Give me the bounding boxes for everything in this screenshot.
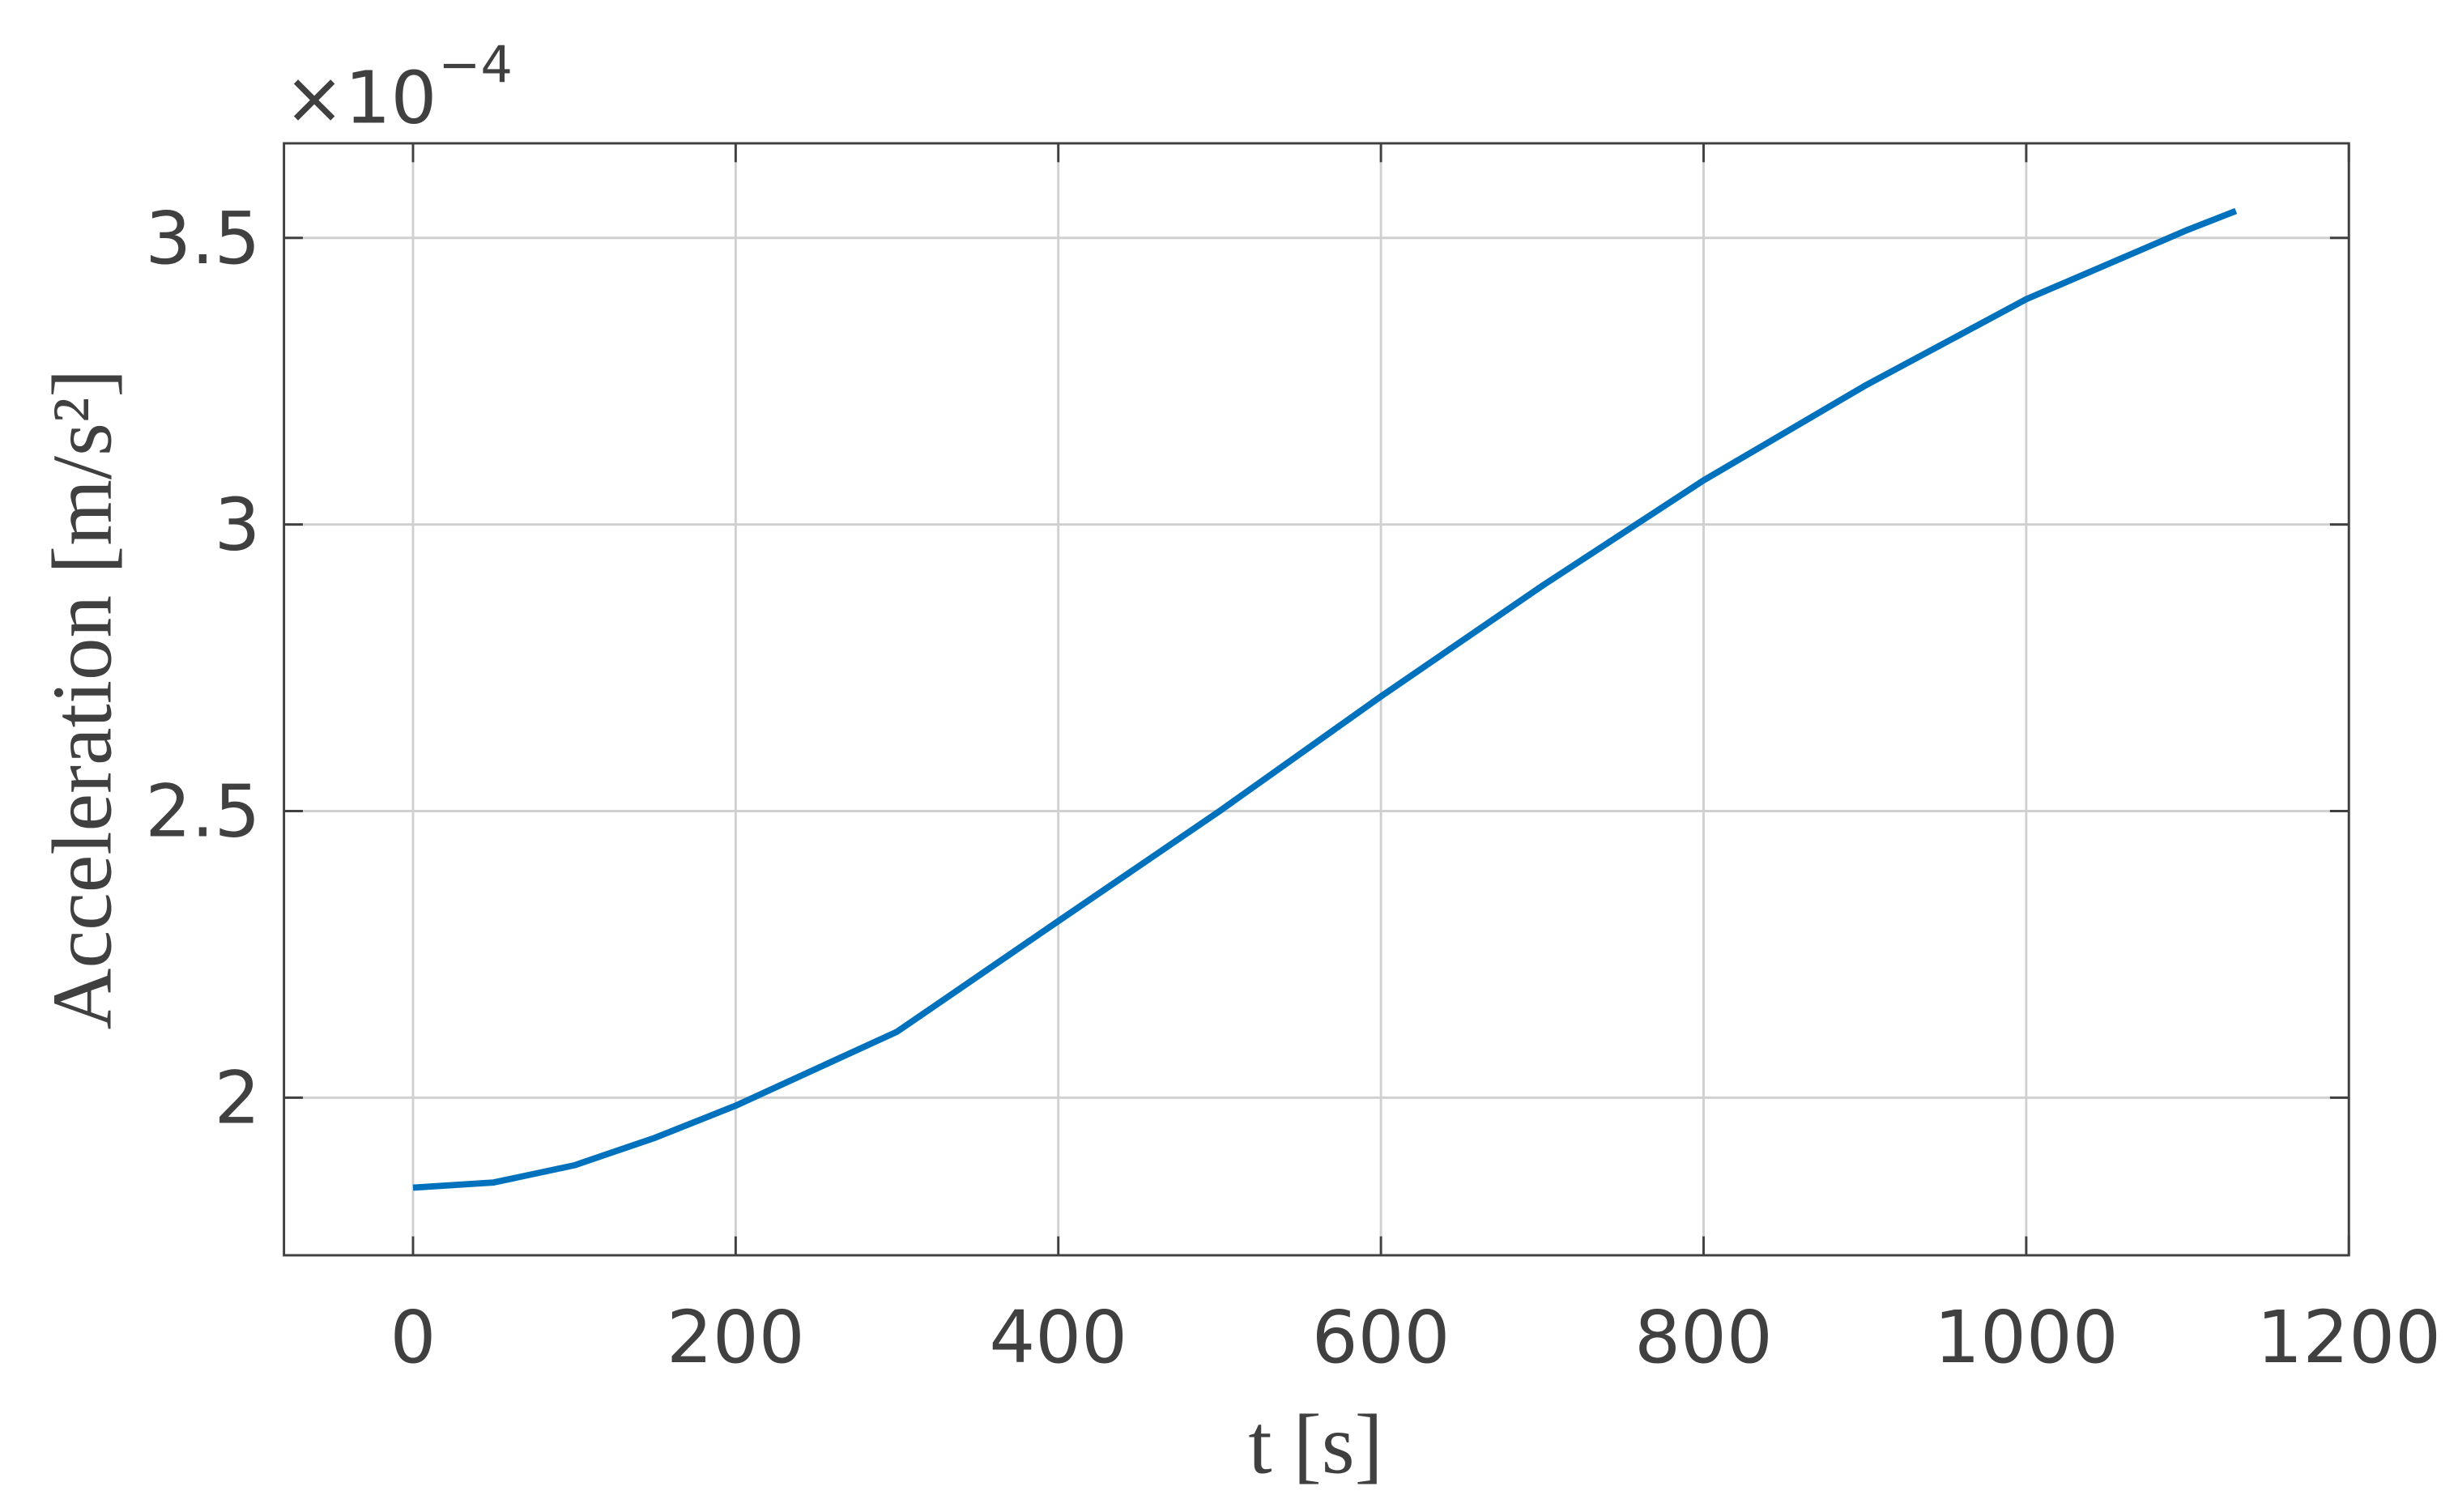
x-tick-label: 0 — [390, 1296, 437, 1380]
data-line — [412, 207, 2238, 1191]
plot-area — [283, 143, 2349, 1255]
axes-box — [283, 142, 2350, 1257]
y-scale-exponent: −4 — [438, 35, 513, 94]
x-tick-label: 600 — [1312, 1296, 1451, 1380]
x-tick-label: 1000 — [1934, 1296, 2119, 1380]
y-scale-base: ×10 — [284, 57, 437, 141]
y-tick-label: 2.5 — [145, 770, 260, 854]
x-tick-label: 1200 — [2256, 1296, 2441, 1380]
x-tick-label: 400 — [989, 1296, 1127, 1380]
x-tick-label: 800 — [1634, 1296, 1773, 1380]
x-axis-label: t [s] — [1248, 1396, 1382, 1491]
y-tick-label: 3 — [215, 483, 261, 568]
y-axis-label: Acceleration [m/s²] — [35, 369, 130, 1030]
x-tick-label: 200 — [667, 1296, 805, 1380]
y-tick-label: 2 — [215, 1056, 261, 1140]
y-tick-label: 3.5 — [145, 197, 260, 281]
